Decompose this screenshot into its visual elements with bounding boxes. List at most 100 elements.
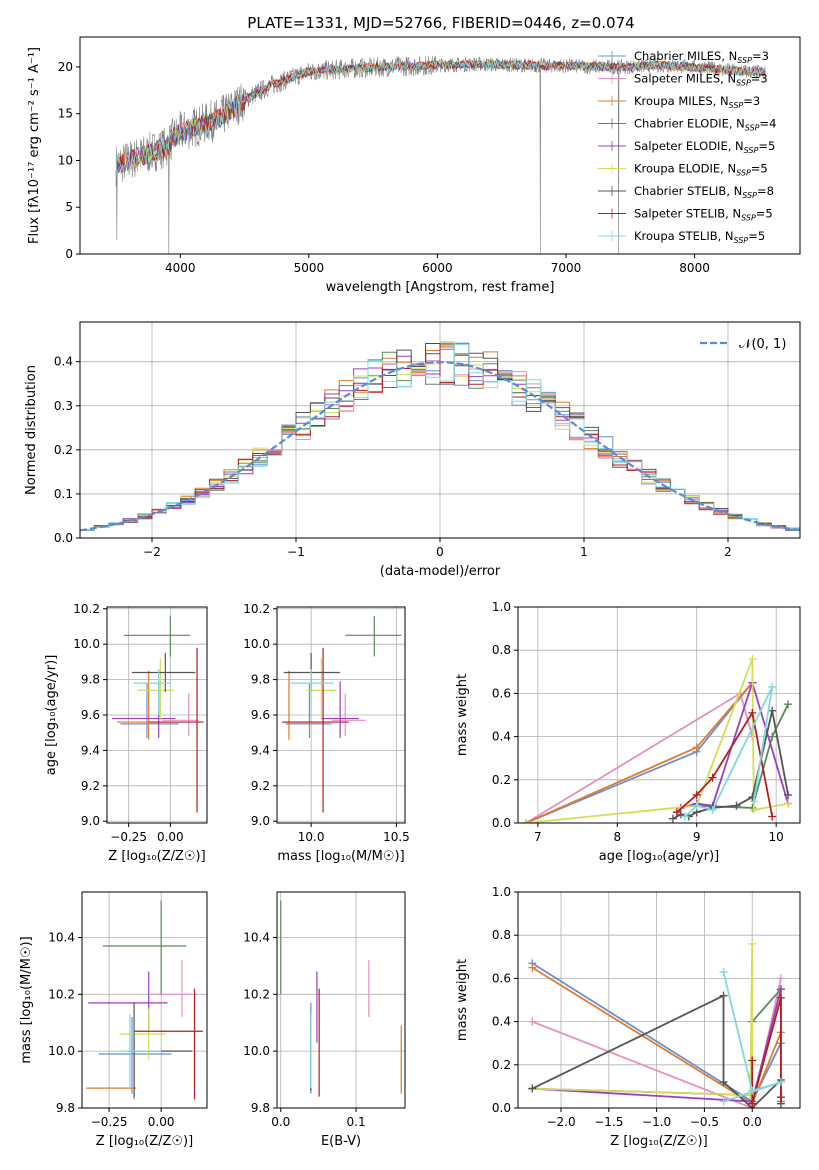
- y-tick-label: 0.3: [54, 399, 73, 413]
- y-tick-label: 0.6: [492, 971, 511, 985]
- errorbar-chabrier-elodie: [123, 615, 191, 657]
- errorbar-chabrier-stelib: [132, 653, 196, 692]
- x-tick-label: −0.25: [110, 830, 147, 844]
- y-tick-label: 0.1: [54, 487, 73, 501]
- panel-2: −2 −1 0 1 2 0.0 0.1 0.2 0.3 0.4 (data-model)/error…: [24, 321, 801, 579]
- axes-frame: [517, 606, 801, 824]
- x-tick-label: 0.0: [271, 1115, 290, 1129]
- legend-label-chabrier-miles: Chabrier MILES, NSSP=3: [634, 49, 769, 65]
- y-tick-label: 9.4: [251, 743, 270, 757]
- model-line-salpeter-stelib: [115, 59, 766, 176]
- y-axis-label: Normed distribution: [24, 365, 39, 495]
- weight-marker: [732, 801, 741, 810]
- x-tick-label: 7000: [551, 261, 582, 275]
- legend-label-salpeter-stelib: Salpeter STELIB, NSSP=5: [634, 207, 773, 223]
- errorbar-salpeter-stelib: [134, 988, 203, 1100]
- x-tick-label: 10.0: [298, 830, 325, 844]
- x-tick-label: 0.00: [148, 1115, 175, 1129]
- weight-marker: [692, 743, 701, 752]
- weight-marker: [768, 682, 777, 691]
- errorbar-chabrier-miles: [120, 683, 179, 739]
- y-tick-label: 10.4: [243, 930, 270, 944]
- weight-marker: [680, 812, 689, 821]
- y-tick-label: 10.2: [243, 602, 270, 616]
- x-tick-label: 1: [580, 545, 588, 559]
- y-tick-label: 9.6: [251, 708, 270, 722]
- x-tick-label: 8: [613, 830, 621, 844]
- x-tick-label: −0.5: [690, 1115, 719, 1129]
- weight-marker: [672, 808, 681, 817]
- weight-marker: [748, 1099, 757, 1108]
- x-tick-label: 8000: [679, 261, 710, 275]
- errorbar-kroupa-stelib: [119, 1014, 162, 1089]
- errorbar-kroupa-stelib: [133, 668, 171, 715]
- weight-series-kroupa-elodie: [528, 939, 757, 1100]
- y-tick-label: 0.0: [492, 816, 511, 830]
- y-axis-label: mass weight: [455, 959, 470, 1041]
- plot-area: [282, 615, 402, 813]
- x-tick-label: 9: [693, 830, 701, 844]
- x-axis-label: E(B-V): [321, 1134, 361, 1149]
- histogram-kroupa-stelib: [80, 344, 800, 531]
- x-tick-label: −0.25: [91, 1115, 128, 1129]
- weight-marker: [776, 1093, 785, 1102]
- weight-marker: [528, 1084, 537, 1093]
- weight-series-salpeter-stelib: [672, 708, 777, 821]
- y-tick-label: 10.0: [73, 637, 100, 651]
- y-tick-label: 0: [65, 247, 73, 261]
- legend-label-kroupa-miles: Kroupa MILES, NSSP=3: [634, 94, 760, 110]
- y-tick-label: 10.0: [48, 1044, 75, 1058]
- x-tick-label: 10: [769, 830, 784, 844]
- legend-label-salpeter-elodie: Salpeter ELODIE, NSSP=5: [634, 139, 775, 155]
- normal-curve: [80, 360, 800, 532]
- plot-area: [528, 939, 785, 1108]
- x-axis-label: age [log₁₀(age/yr)]: [599, 849, 720, 864]
- y-tick-label: 0.6: [492, 686, 511, 700]
- x-tick-label: 0: [436, 545, 444, 559]
- weight-marker: [748, 1086, 757, 1095]
- weight-marker: [521, 819, 530, 823]
- weight-marker: [768, 732, 777, 741]
- weight-marker: [528, 1017, 537, 1026]
- y-tick-label: 0.4: [54, 355, 73, 369]
- y-tick-label: 10.0: [243, 637, 270, 651]
- y-tick-label: 0.0: [54, 531, 73, 545]
- panel-3: −0.25 0.00 9.0 9.2 9.4 9.6 9.8 10.0 10.2 Z [log₁₀…: [44, 602, 208, 864]
- errorbar-salpeter-stelib: [282, 647, 349, 813]
- y-tick-label: 9.2: [81, 779, 100, 793]
- errorbar-chabrier-elodie: [102, 900, 187, 995]
- errorbar-kroupa-elodie: [137, 658, 174, 721]
- x-tick-label: 7: [534, 830, 542, 844]
- weight-marker: [748, 654, 757, 663]
- errorbar-chabrier-stelib: [127, 1002, 193, 1097]
- x-tick-label: 6000: [422, 261, 453, 275]
- model-line-kroupa-stelib: [115, 59, 766, 176]
- y-tick-label: 1.0: [492, 600, 511, 614]
- y-tick-label: 10.2: [243, 987, 270, 1001]
- legend-label-chabrier-elodie: Chabrier ELODIE, NSSP=4: [634, 117, 776, 133]
- x-tick-label: 0.1: [347, 1115, 366, 1129]
- x-axis-label: mass [log₁₀(M/M☉)]: [277, 849, 404, 864]
- weight-marker: [749, 806, 758, 815]
- x-tick-label: 2: [724, 545, 732, 559]
- y-tick-label: 0.2: [54, 443, 73, 457]
- weight-marker: [748, 939, 757, 948]
- weight-series-salpeter-miles: [528, 974, 785, 1108]
- legend-label-normal: 𝒩(0, 1): [739, 337, 786, 352]
- weight-line: [672, 710, 789, 820]
- weight-marker: [719, 991, 728, 1000]
- y-tick-label: 10.0: [243, 1044, 270, 1058]
- weight-series-salpeter-stelib: [748, 993, 785, 1108]
- weight-marker: [719, 1078, 728, 1087]
- model-line-chabrier-stelib: [115, 60, 766, 176]
- y-tick-label: 1.0: [492, 885, 511, 899]
- legend-label-salpeter-miles: Salpeter MILES, NSSP=3: [634, 72, 768, 88]
- weight-marker: [528, 963, 537, 972]
- weight-series-salpeter-elodie: [676, 678, 793, 812]
- panel-4: 10.0 10.5 9.0 9.2 9.4 9.6 9.8 10.0 10.2 mass [log…: [243, 602, 410, 864]
- y-tick-label: 9.0: [81, 814, 100, 828]
- panel-7: 0.0 0.1 9.8 10.0 10.2 10.4 E(B-V): [243, 891, 406, 1149]
- errorbar-chabrier-stelib: [283, 653, 341, 692]
- weight-marker: [776, 974, 785, 983]
